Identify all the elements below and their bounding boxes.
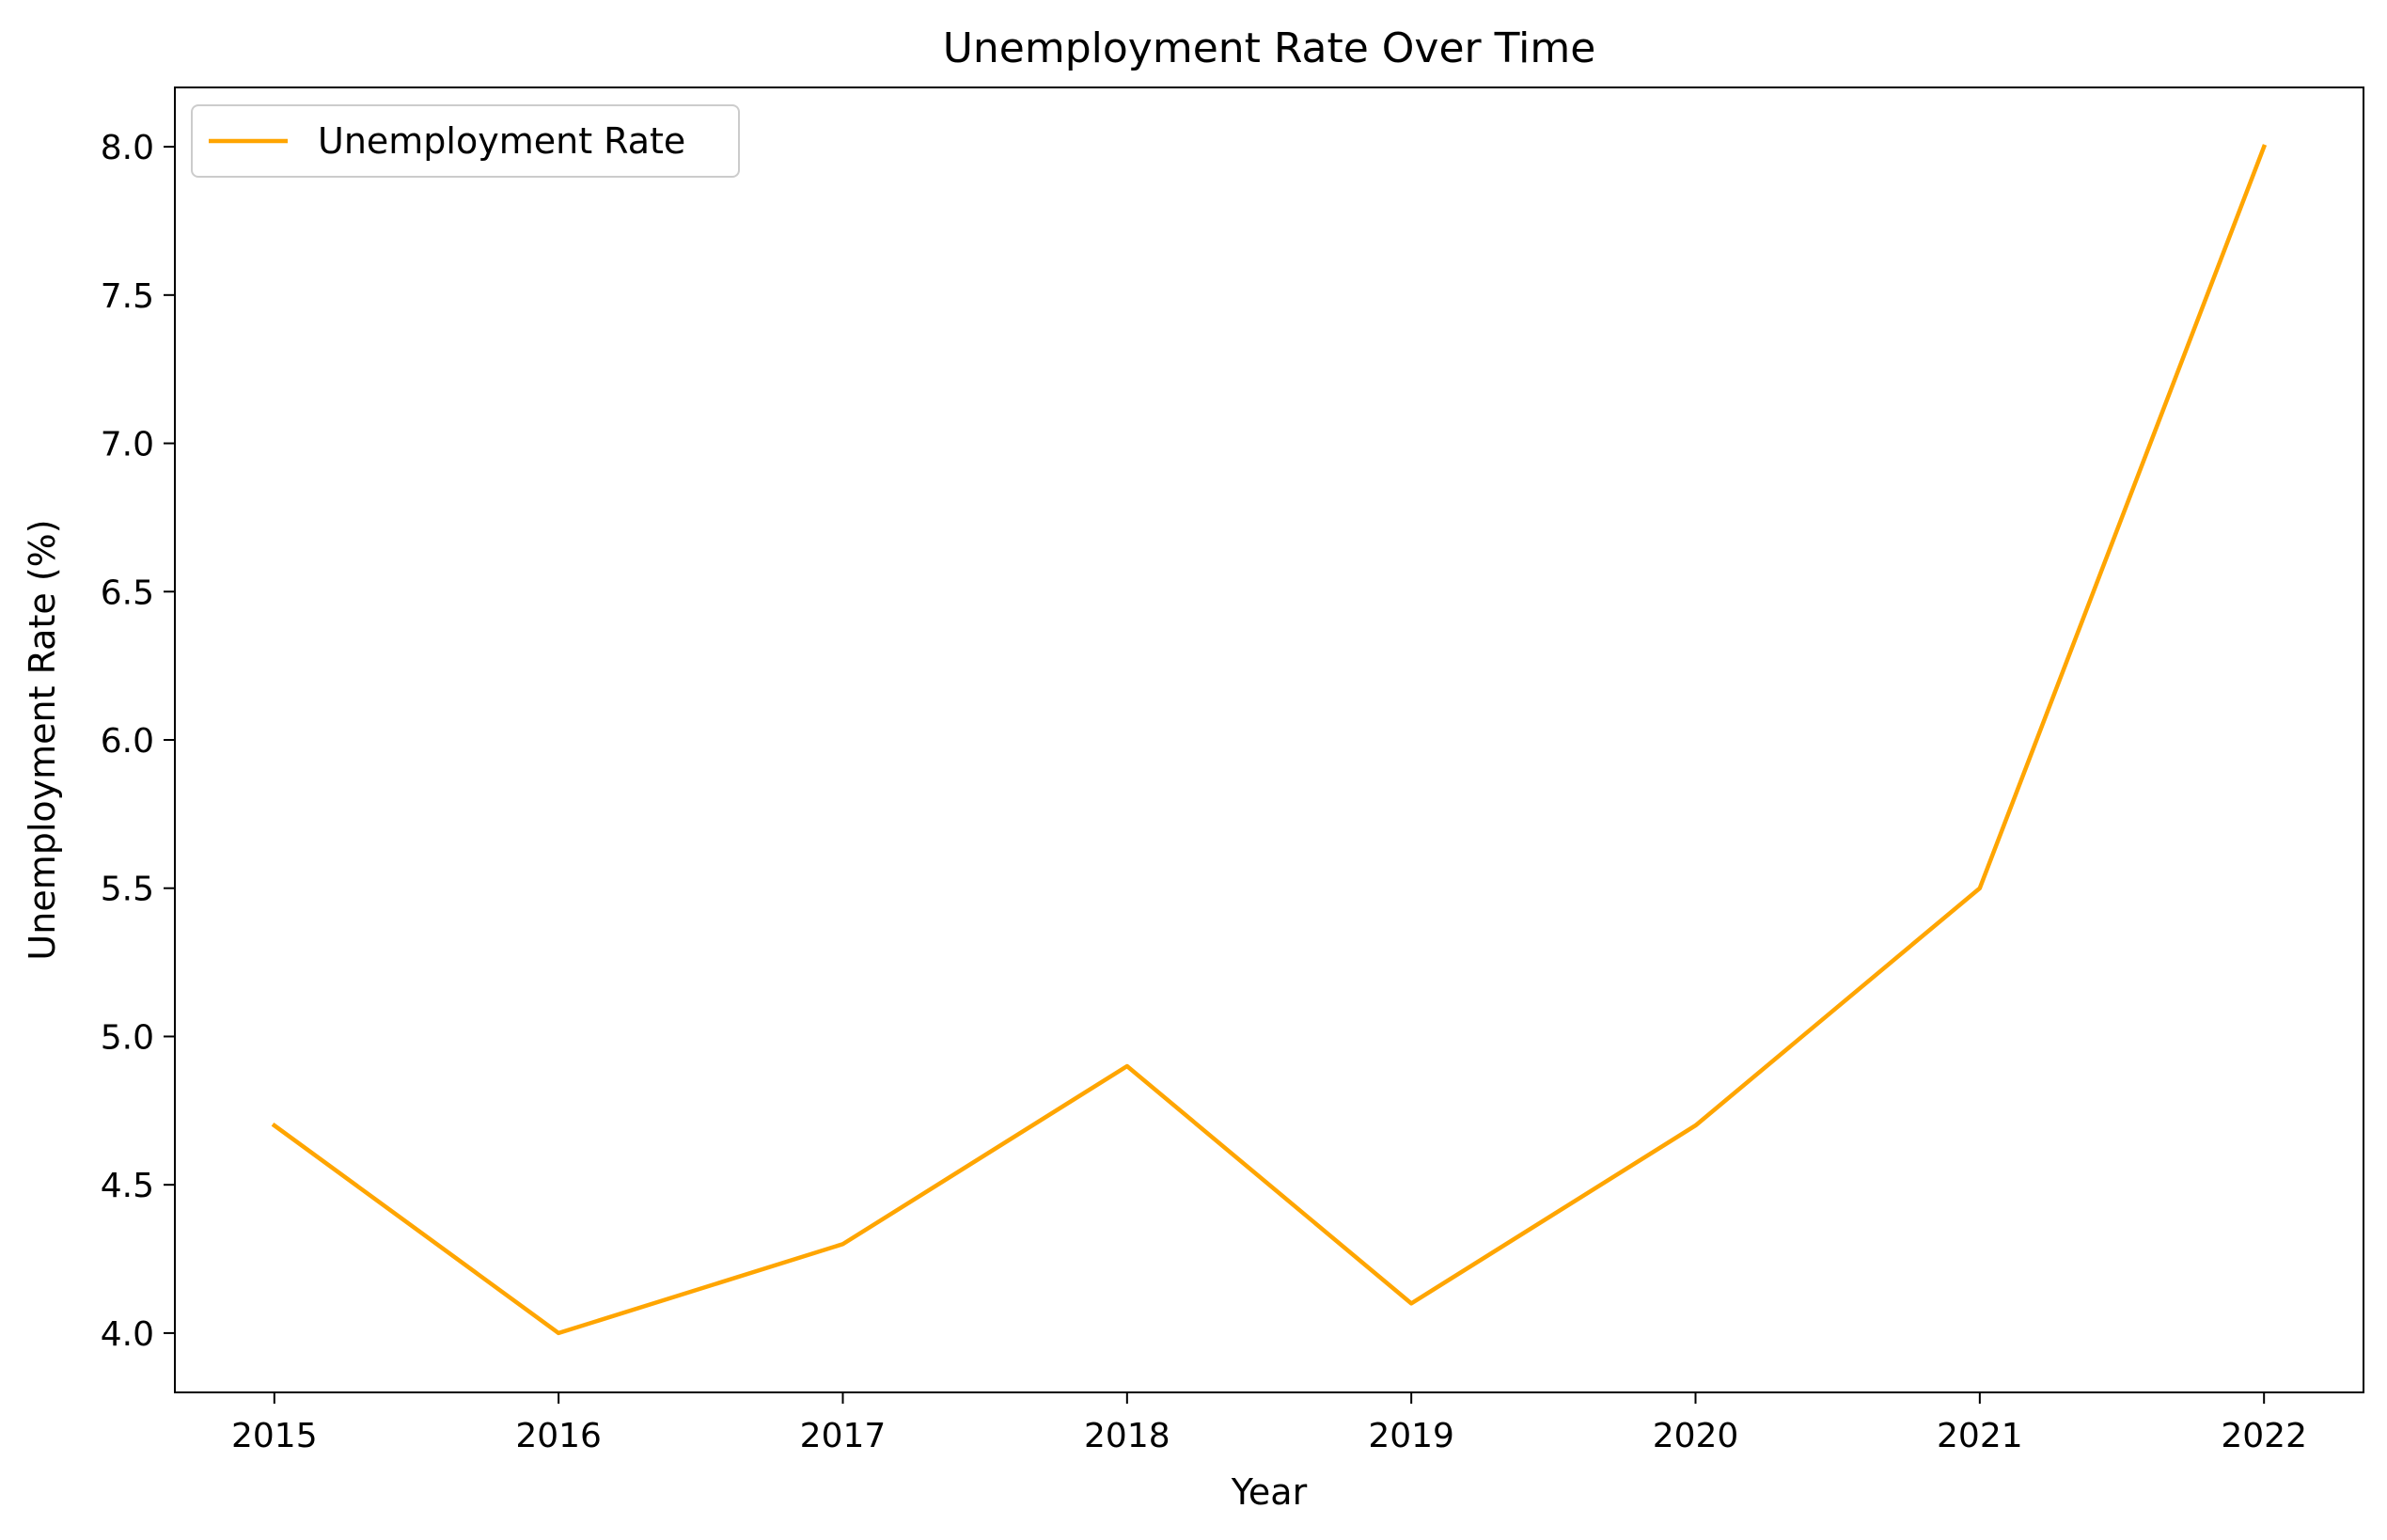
y-axis-label: Unemployment Rate (%): [22, 519, 63, 960]
y-tick-label: 4.5: [101, 1167, 154, 1205]
x-tick-label: 2016: [515, 1417, 602, 1455]
series-line: [271, 144, 2268, 1336]
x-axis: 2015 2016 2017 2018 2019 2020 2021 2022: [231, 1392, 2307, 1455]
x-tick-label: 2017: [800, 1417, 887, 1455]
x-tick-label: 2015: [231, 1417, 318, 1455]
plot-frame: [174, 86, 2364, 1393]
x-tick-label: 2021: [1937, 1417, 2023, 1455]
y-axis: 4.0 4.5 5.0 5.5 6.0 6.5 7.0 7.5 8.0: [101, 129, 175, 1354]
x-tick-label: 2018: [1084, 1417, 1170, 1455]
legend-box: [191, 104, 740, 178]
chart-title: Unemployment Rate Over Time: [943, 24, 1596, 72]
legend: Unemployment Rate: [191, 104, 740, 178]
y-tick-label: 4.0: [101, 1315, 154, 1354]
legend-label: Unemployment Rate: [318, 120, 685, 162]
y-tick-label: 7.5: [101, 277, 154, 316]
y-tick-label: 7.0: [101, 426, 154, 464]
y-tick-label: 6.5: [101, 574, 154, 612]
y-tick-label: 8.0: [101, 129, 154, 167]
x-tick-label: 2020: [1653, 1417, 1739, 1455]
x-axis-label: Year: [1231, 1471, 1308, 1513]
y-tick-label: 5.5: [101, 871, 154, 909]
x-tick-label: 2019: [1368, 1417, 1454, 1455]
y-tick-label: 6.0: [101, 722, 154, 761]
plot-area: [271, 144, 2268, 1336]
y-tick-label: 5.0: [101, 1018, 154, 1057]
x-tick-label: 2022: [2221, 1417, 2307, 1455]
